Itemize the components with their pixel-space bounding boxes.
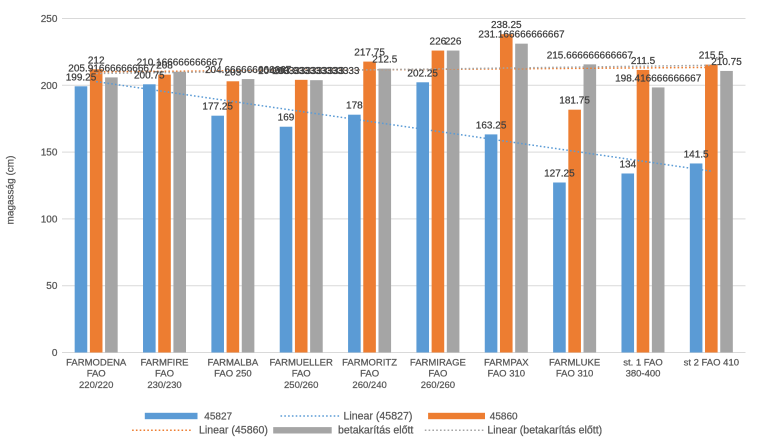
- svg-text:0: 0: [52, 348, 58, 359]
- svg-text:FARMLUKE: FARMLUKE: [549, 358, 600, 369]
- svg-text:134: 134: [619, 160, 636, 171]
- svg-text:FAO: FAO: [428, 369, 447, 380]
- svg-text:FAO 310: FAO 310: [488, 369, 526, 380]
- svg-text:202.25: 202.25: [407, 68, 438, 79]
- svg-text:FARMORITZ: FARMORITZ: [342, 358, 397, 369]
- svg-text:50: 50: [46, 281, 58, 292]
- svg-text:127.25: 127.25: [544, 169, 575, 180]
- svg-text:141.5: 141.5: [684, 150, 709, 161]
- svg-text:FARMUELLER: FARMUELLER: [270, 358, 333, 369]
- svg-text:238.25: 238.25: [491, 20, 522, 31]
- svg-text:260/260: 260/260: [421, 380, 455, 391]
- svg-text:200.75: 200.75: [134, 70, 165, 81]
- svg-text:Linear (45827): Linear (45827): [344, 410, 413, 422]
- svg-text:200: 200: [41, 81, 58, 92]
- svg-text:FAO: FAO: [87, 369, 106, 380]
- svg-text:211.5: 211.5: [631, 56, 656, 67]
- svg-text:magasság (cm): magasság (cm): [6, 156, 17, 225]
- svg-text:198.416666666667: 198.416666666667: [615, 73, 702, 84]
- svg-text:150: 150: [41, 148, 58, 159]
- svg-text:178: 178: [346, 101, 363, 112]
- svg-text:203.833333333333: 203.833333333333: [273, 66, 360, 77]
- svg-text:FAO 250: FAO 250: [214, 369, 252, 380]
- svg-text:FAO: FAO: [292, 369, 311, 380]
- svg-text:199.25: 199.25: [66, 72, 97, 83]
- svg-text:205.916666666667: 205.916666666667: [68, 63, 155, 74]
- svg-text:FARMODENA: FARMODENA: [66, 358, 127, 369]
- svg-text:208: 208: [156, 61, 173, 72]
- svg-text:FARMALBA: FARMALBA: [208, 358, 259, 369]
- svg-text:210.166666666667: 210.166666666667: [137, 58, 224, 69]
- svg-text:st 2 FAO 410: st 2 FAO 410: [684, 358, 739, 369]
- svg-text:380-400: 380-400: [626, 369, 661, 380]
- svg-text:231.166666666667: 231.166666666667: [478, 30, 565, 41]
- svg-text:204.083333333333: 204.083333333333: [258, 66, 345, 77]
- svg-text:212.5: 212.5: [372, 55, 397, 66]
- svg-text:210.75: 210.75: [711, 57, 742, 68]
- svg-text:FARMFIRE: FARMFIRE: [140, 358, 188, 369]
- svg-text:FARMIRAGE: FARMIRAGE: [410, 358, 466, 369]
- svg-text:215.666666666667: 215.666666666667: [547, 50, 634, 61]
- svg-text:FARMPAX: FARMPAX: [484, 358, 529, 369]
- svg-text:260/240: 260/240: [352, 380, 386, 391]
- svg-text:FAO: FAO: [155, 369, 174, 380]
- svg-text:Linear (45860): Linear (45860): [199, 425, 268, 437]
- svg-text:204.666666666667: 204.666666666667: [205, 65, 292, 76]
- svg-text:FAO: FAO: [360, 369, 379, 380]
- svg-text:45860: 45860: [490, 411, 518, 422]
- svg-text:203: 203: [225, 67, 242, 78]
- svg-text:217.75: 217.75: [354, 48, 385, 59]
- svg-text:215.5: 215.5: [699, 51, 724, 62]
- svg-text:169: 169: [278, 113, 295, 124]
- svg-text:177.25: 177.25: [202, 102, 233, 113]
- svg-text:st. 1 FAO: st. 1 FAO: [623, 358, 663, 369]
- svg-text:163.25: 163.25: [476, 120, 507, 131]
- svg-text:45827: 45827: [204, 411, 232, 422]
- svg-text:220/220: 220/220: [79, 380, 113, 391]
- svg-text:226: 226: [430, 37, 447, 48]
- svg-text:100: 100: [41, 214, 58, 225]
- svg-text:250/260: 250/260: [284, 380, 318, 391]
- svg-text:betakarítás előtt: betakarítás előtt: [338, 425, 413, 437]
- svg-text:FAO 310: FAO 310: [556, 369, 594, 380]
- svg-text:230/230: 230/230: [147, 380, 181, 391]
- svg-text:Linear (betakarítás előtt): Linear (betakarítás előtt): [487, 425, 602, 437]
- svg-text:226: 226: [445, 37, 462, 48]
- svg-text:250: 250: [41, 14, 58, 25]
- svg-text:212: 212: [88, 55, 105, 66]
- svg-text:181.75: 181.75: [559, 96, 590, 107]
